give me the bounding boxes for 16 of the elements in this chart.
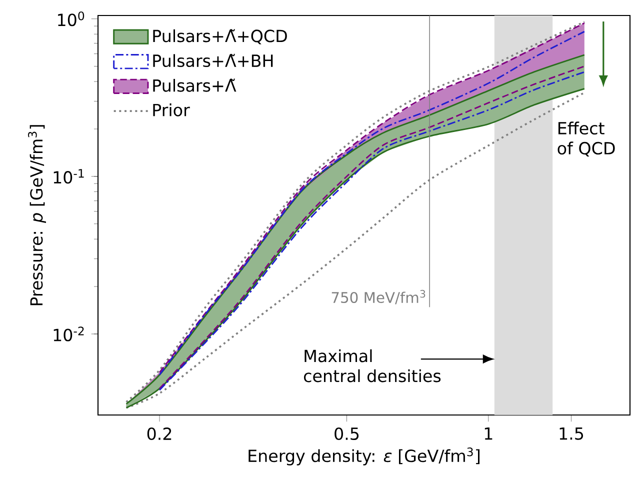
y-tick-label: 10$^{0}$ [58,11,84,26]
legend-label: Pulsars+Λ̃ [153,78,236,92]
legend-label: Pulsars+Λ̃+BH [153,54,273,68]
legend-label: Prior [153,103,190,116]
annotation: Maximal central densities [304,349,441,382]
x-tick-label: 1 [484,427,492,440]
y-axis-title: Pressure: p [GeV/fm$^{3}$] [28,125,46,306]
legend-label: Pulsars+Λ̃+QCD [153,29,287,44]
annotation: Effect of QCD [558,122,615,156]
x-tick-label: 0.5 [334,427,359,440]
y-tick-label: 10$^{-1}$ [54,169,84,184]
x-tick-label: 1.5 [560,427,584,440]
x-axis-title: Energy density: ε [GeV/fm$^{3}$] [248,447,480,466]
ref-line-label: 750 MeV/fm$^{3}$ [332,290,426,304]
x-tick-label: 0.2 [147,427,172,440]
y-tick-label: 10$^{-2}$ [54,326,84,342]
